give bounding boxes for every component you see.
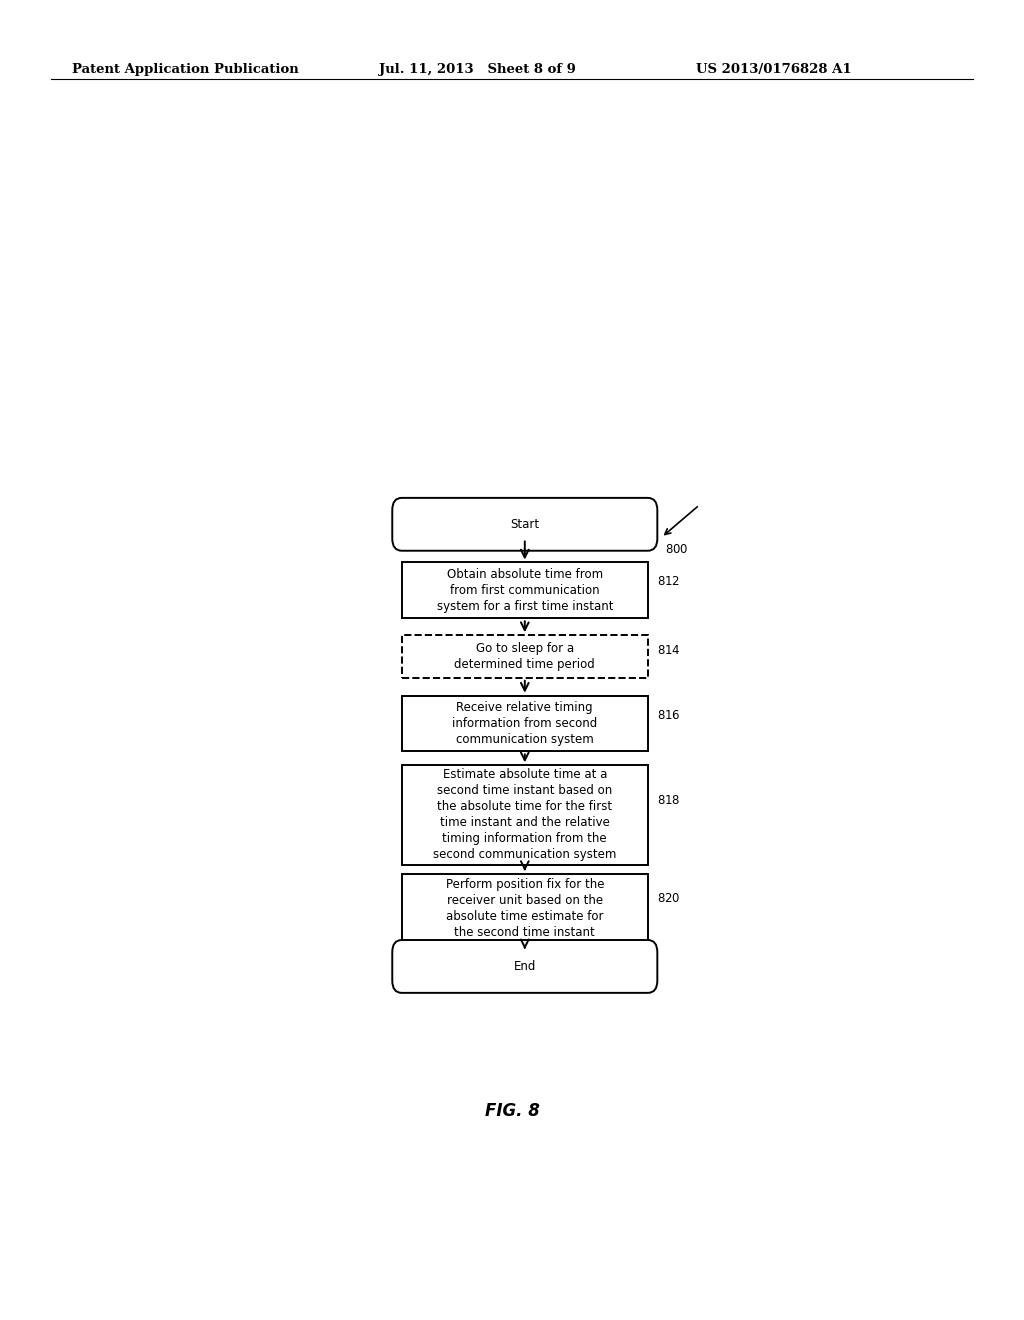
Text: $\mathit{800}$: $\mathit{800}$: [666, 543, 689, 556]
Bar: [401, 635, 648, 677]
Text: FIG. 8: FIG. 8: [484, 1102, 540, 1121]
Text: Start: Start: [510, 517, 540, 531]
Text: Obtain absolute time from
from first communication
system for a first time insta: Obtain absolute time from from first com…: [436, 568, 613, 612]
Bar: [401, 696, 648, 751]
FancyBboxPatch shape: [392, 940, 657, 993]
Text: $\mathit{812}$: $\mathit{812}$: [657, 576, 681, 589]
Text: $\mathit{818}$: $\mathit{818}$: [657, 793, 681, 807]
Bar: [401, 874, 648, 942]
Text: Go to sleep for a
determined time period: Go to sleep for a determined time period: [455, 642, 595, 671]
Text: $\mathit{814}$: $\mathit{814}$: [657, 644, 681, 656]
Bar: [401, 766, 648, 865]
FancyBboxPatch shape: [392, 498, 657, 550]
Text: Perform position fix for the
receiver unit based on the
absolute time estimate f: Perform position fix for the receiver un…: [445, 878, 604, 939]
Bar: [401, 562, 648, 618]
Text: Jul. 11, 2013   Sheet 8 of 9: Jul. 11, 2013 Sheet 8 of 9: [379, 63, 575, 77]
Text: US 2013/0176828 A1: US 2013/0176828 A1: [696, 63, 852, 77]
Text: Patent Application Publication: Patent Application Publication: [72, 63, 298, 77]
Text: $\mathit{816}$: $\mathit{816}$: [657, 709, 681, 722]
Text: Estimate absolute time at a
second time instant based on
the absolute time for t: Estimate absolute time at a second time …: [433, 768, 616, 862]
Text: $\mathit{820}$: $\mathit{820}$: [657, 891, 681, 904]
Text: Receive relative timing
information from second
communication system: Receive relative timing information from…: [453, 701, 597, 746]
Text: End: End: [514, 960, 536, 973]
